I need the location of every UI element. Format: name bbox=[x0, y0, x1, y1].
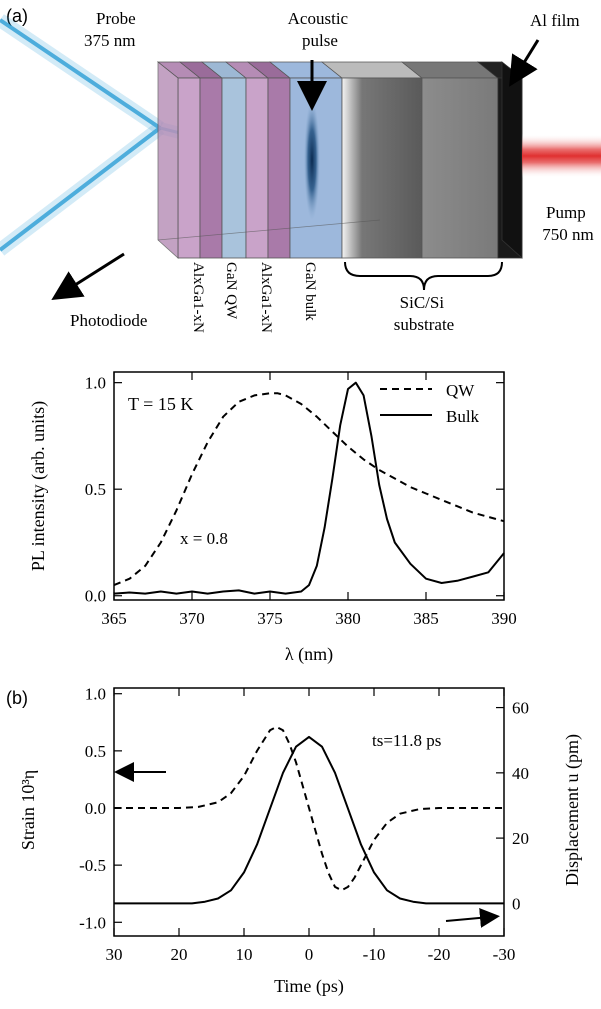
chart1-annotation-x: x = 0.8 bbox=[180, 529, 228, 548]
legend-label-qw: QW bbox=[446, 381, 475, 400]
chart2-xtick-label: -20 bbox=[428, 945, 451, 964]
pump-label: Pump 750 nm bbox=[542, 203, 593, 244]
chart1-xtick-label: 375 bbox=[257, 609, 283, 628]
right-axis-arrow bbox=[445, 907, 500, 928]
acoustic-pulse bbox=[304, 100, 320, 220]
chart2-ylabel-right: Displacement u (pm) bbox=[562, 734, 583, 886]
acoustic-label: Acoustic pulse bbox=[288, 9, 353, 50]
layer-label-gan-qw: GaN QW bbox=[223, 262, 239, 320]
chart1-xtick-label: 365 bbox=[101, 609, 127, 628]
chart2-ytick-right-label: 40 bbox=[512, 764, 529, 783]
al-film-label: Al film bbox=[530, 11, 580, 30]
chart2-ytick-right-label: 0 bbox=[512, 894, 521, 913]
chart2-ylabel-left: Strain 10³η bbox=[18, 770, 38, 850]
chart2-ytick-left-label: 1.0 bbox=[85, 685, 106, 704]
panel-a-label: (a) bbox=[6, 6, 28, 26]
series-line-qw bbox=[113, 392, 505, 587]
chart2-ytick-left-label: -1.0 bbox=[79, 913, 106, 932]
probe-label: Probe 375 nm bbox=[84, 9, 140, 50]
chart2-ytick-right-label: 60 bbox=[512, 699, 529, 718]
chart2-xtick-label: 10 bbox=[236, 945, 253, 964]
photodiode-label: Photodiode bbox=[70, 311, 147, 330]
chart1-xtick-label: 385 bbox=[413, 609, 439, 628]
chart1-xtick-label: 370 bbox=[179, 609, 205, 628]
pump-beam bbox=[522, 134, 601, 178]
chart2-xlabel: Time (ps) bbox=[274, 976, 344, 997]
layer-label-gan-bulk: GaN bulk bbox=[302, 262, 318, 321]
chart1-frame bbox=[113, 371, 505, 601]
chart2-xtick-label: 20 bbox=[171, 945, 188, 964]
photodiode-arrow bbox=[51, 252, 125, 301]
chart2-annotation: ts=11.8 ps bbox=[372, 731, 441, 750]
layer-label-algan-2: AlxGa1-xN bbox=[258, 262, 274, 333]
chart1-ylabel: PL intensity (arb. units) bbox=[28, 401, 49, 571]
series-line-strain bbox=[114, 725, 504, 892]
pl-spectrum-chart: 365 370 375 380 385 390 0.0 0.5 1.0 PL intensity… bbox=[28, 371, 517, 665]
chart1-ytick-label: 0.0 bbox=[85, 587, 106, 606]
chart2-ytick-left-label: 0.0 bbox=[85, 799, 106, 818]
chart2-frame bbox=[113, 687, 505, 937]
chart1-annotation-temperature: T = 15 K bbox=[128, 394, 193, 414]
chart1-legend: QW Bulk bbox=[380, 381, 480, 426]
chart1-xtick-label: 390 bbox=[491, 609, 517, 628]
layer-stack bbox=[156, 61, 524, 259]
panel-b-label: (b) bbox=[6, 688, 28, 708]
chart1-xlabel: λ (nm) bbox=[285, 644, 333, 665]
chart2-ytick-left-label: -0.5 bbox=[79, 856, 106, 875]
series-line-displacement bbox=[114, 735, 504, 905]
al-film-arrow bbox=[509, 39, 540, 87]
chart1-ytick-label: 1.0 bbox=[85, 374, 106, 393]
legend-label-bulk: Bulk bbox=[446, 407, 480, 426]
layer-diagram: (a) bbox=[0, 6, 601, 334]
chart2-xtick-label: -10 bbox=[363, 945, 386, 964]
chart2-xtick-label: -30 bbox=[493, 945, 516, 964]
chart2-ytick-right-label: 20 bbox=[512, 829, 529, 848]
chart2-ytick-left-label: 0.5 bbox=[85, 742, 106, 761]
chart1-xtick-label: 380 bbox=[335, 609, 361, 628]
chart2-xtick-label: 30 bbox=[106, 945, 123, 964]
substrate-brace bbox=[344, 261, 503, 291]
chart2-xtick-label: 0 bbox=[305, 945, 314, 964]
chart1-ytick-label: 0.5 bbox=[85, 480, 106, 499]
series-line-bulk bbox=[113, 381, 505, 595]
strain-displacement-chart: (b) 30 20 10 0 -10 -20 -30 -1.0 -0.5 0.0 0.5 1.0 0 20… bbox=[6, 685, 583, 997]
layer-label-algan-1: AlxGa1-xN bbox=[190, 262, 206, 333]
substrate-label: SiC/Si substrate bbox=[394, 293, 454, 334]
